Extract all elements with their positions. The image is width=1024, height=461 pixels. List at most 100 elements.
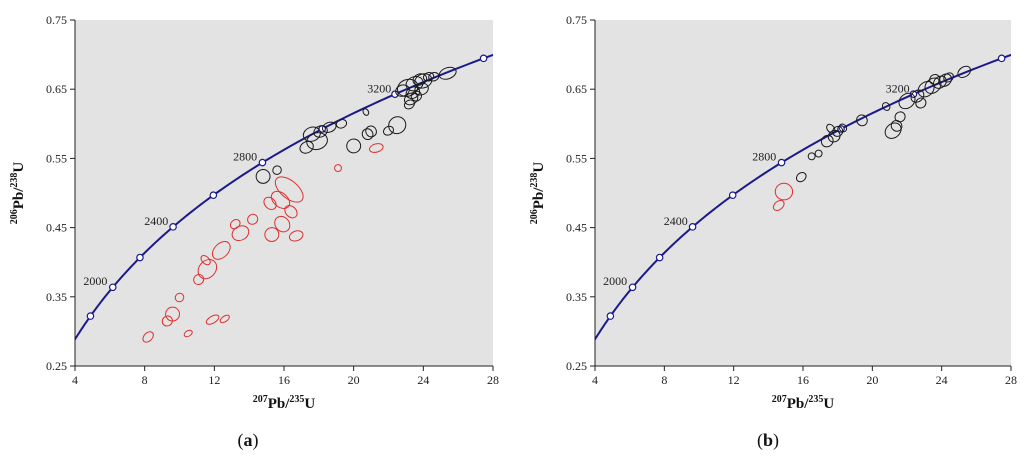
data-ellipse-concordant: [814, 149, 823, 158]
concordia-age-marker: [728, 191, 737, 200]
data-ellipse-discordant: [772, 199, 785, 211]
data-ellipse-concordant: [405, 76, 424, 92]
data-ellipse-discordant: [197, 258, 218, 280]
x-axis-title-part: Pb: [268, 396, 286, 412]
chart-panel-b: 4 8 12 16 20 24 28 0.25 0.35 0.45 0.55 0.65 0.75 2000…: [529, 13, 1017, 412]
y-tick-label: 0.45: [566, 221, 587, 235]
data-ellipse-concordant: [943, 72, 954, 83]
data-ellipse-concordant: [383, 125, 394, 136]
panel-label-close: ): [253, 430, 259, 451]
y-axis-title-part: U: [531, 162, 547, 173]
y-tick-label: 0.65: [46, 82, 67, 96]
concordia-age-marker: [169, 223, 177, 231]
y-tick-label: 0.55: [566, 151, 587, 165]
y-tick-label: 0.25: [566, 359, 587, 373]
data-ellipse-concordant: [255, 168, 271, 184]
concordia-age-label: 2400: [664, 214, 688, 228]
x-tick-label: 24: [936, 373, 948, 387]
x-axis-title-part: 207: [772, 394, 787, 405]
data-ellipse-concordant: [890, 119, 903, 132]
y-axis-title-part: /: [531, 187, 547, 193]
data-ellipse-discordant: [165, 306, 180, 322]
data-ellipse-discordant: [231, 225, 250, 242]
data-ellipse-concordant: [957, 65, 972, 79]
concordia-age-label: 2400: [144, 214, 168, 228]
data-ellipse-discordant: [193, 273, 205, 286]
x-axis-title-part: 235: [289, 394, 304, 405]
data-ellipse-concordant: [894, 111, 906, 123]
x-tick-label: 20: [866, 373, 878, 387]
data-ellipse-concordant: [898, 92, 916, 110]
data-ellipse-concordant: [827, 129, 841, 143]
x-tick-label: 20: [348, 373, 360, 387]
y-axis-title-part: 206: [9, 209, 20, 224]
y-axis-title-part: Pb: [531, 192, 547, 210]
data-ellipse-concordant: [272, 165, 282, 175]
y-axis-title-part: 238: [529, 173, 540, 188]
data-ellipse-concordant: [410, 90, 423, 102]
y-tick-label: 0.55: [46, 151, 67, 165]
chart-panel-a: 4 8 12 16 20 24 28 0.25 0.35 0.45 0.55 0.65 0.75 2000…: [9, 13, 499, 412]
data-ellipse-concordant: [414, 73, 433, 89]
y-tick-label: 0.35: [46, 290, 67, 304]
concordia-age-marker: [688, 223, 697, 231]
data-ellipse-discordant: [174, 292, 185, 303]
y-tick-label: 0.25: [46, 359, 67, 373]
data-ellipse-concordant: [884, 122, 902, 139]
data-ellipse-discordant: [247, 213, 259, 225]
x-axis-title-part: /: [803, 396, 809, 412]
x-tick-label: 12: [208, 373, 220, 387]
data-ellipse-discordant: [211, 241, 231, 260]
data-ellipse-concordant: [795, 171, 807, 183]
data-ellipse-discordant: [219, 314, 230, 324]
data-ellipse-concordant: [929, 74, 941, 86]
data-ellipse-concordant: [915, 97, 927, 109]
concordia-group: [75, 53, 493, 342]
plot-area: [595, 20, 1011, 366]
x-axis-title: 207Pb/235U: [772, 394, 835, 412]
y-tick-label: 0.65: [566, 82, 587, 96]
data-ellipse-discordant: [284, 205, 298, 219]
data-ellipse-concordant: [428, 71, 440, 82]
data-ellipse-discordant: [263, 196, 277, 211]
x-axis-title-part: 235: [808, 394, 823, 405]
data-ellipse-discordant: [274, 215, 291, 233]
data-ellipse-concordant: [396, 78, 419, 97]
data-ellipse-concordant: [346, 138, 362, 154]
concordia-age-marker: [391, 90, 399, 98]
x-axis-title-part: 207: [253, 394, 268, 405]
data-ellipse-concordant: [302, 126, 321, 142]
data-ellipse-concordant: [322, 121, 337, 133]
data-ellipse-discordant: [274, 176, 304, 203]
concordia-age-marker: [777, 158, 786, 167]
y-axis-title-part: Pb: [11, 192, 27, 210]
x-axis-title-part: U: [823, 396, 834, 412]
data-ellipse-concordant: [306, 132, 328, 151]
ellipse-group: [142, 66, 457, 343]
x-tick-label: 12: [728, 373, 740, 387]
x-axis-title: 207Pb/235U: [253, 394, 316, 412]
data-ellipse-concordant: [820, 134, 834, 148]
panel-label-letter: b: [763, 430, 773, 450]
panel-label-open: (: [238, 430, 244, 451]
data-ellipse-discordant: [774, 182, 794, 201]
data-ellipse-discordant: [288, 230, 304, 242]
data-ellipse-concordant: [838, 123, 848, 133]
data-ellipse-discordant: [205, 314, 220, 325]
x-tick-label: 8: [661, 373, 667, 387]
concordia-age-marker: [997, 54, 1006, 63]
data-ellipse-concordant: [412, 73, 428, 86]
concordia-age-marker: [606, 312, 615, 320]
concordia-age-marker: [479, 54, 488, 63]
concordia-age-marker: [909, 90, 918, 98]
data-ellipse-discordant: [368, 143, 384, 153]
concordia-age-marker: [86, 312, 95, 320]
y-axis-title-part: 206: [529, 209, 540, 224]
y-axis-title: 206Pb/238U: [529, 162, 547, 225]
x-tick-label: 28: [487, 373, 499, 387]
concordia-age-marker: [628, 283, 637, 292]
concordia-age-marker: [209, 191, 218, 200]
data-ellipse-concordant: [917, 81, 935, 98]
